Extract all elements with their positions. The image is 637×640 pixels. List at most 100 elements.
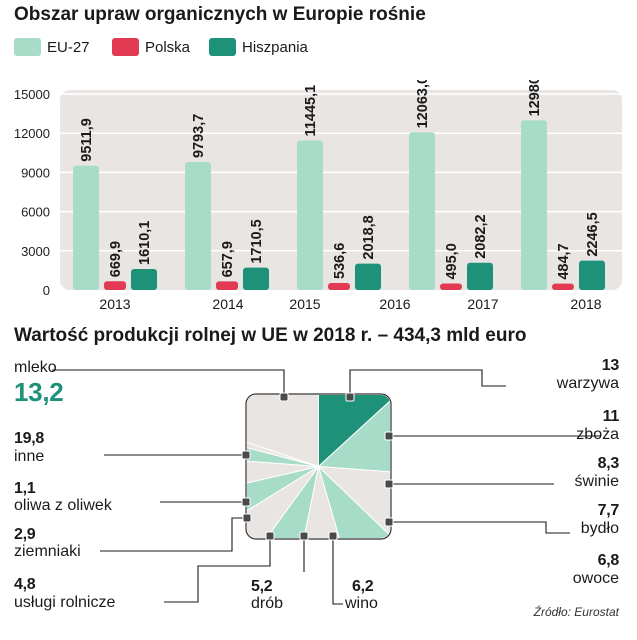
data-label: 11445,1 — [303, 85, 319, 137]
data-label: 2246,5 — [585, 212, 601, 256]
data-label: 2082,2 — [473, 214, 489, 258]
pie-value-zboza: 11 — [602, 408, 620, 425]
pie-label-mleko: mleko — [14, 359, 57, 376]
x-tick-label: 2013 — [99, 296, 130, 312]
y-tick-label: 12000 — [14, 126, 50, 141]
pie-label-wino: wino — [345, 595, 378, 612]
bar-eu27-2015 — [297, 140, 323, 290]
data-label: 12063,0 — [415, 80, 431, 128]
leader-warzywa — [349, 369, 506, 397]
pie-slice-ziemniaki — [247, 425, 319, 467]
y-tick-label: 9000 — [21, 165, 50, 180]
pie-slice-warzywa — [317, 395, 390, 480]
pie-slice-drób — [247, 466, 319, 538]
pie-label-drob: drób — [251, 595, 284, 612]
pie-label-oliwa: oliwa z oliwek — [14, 497, 112, 514]
bar-eu27-2013 — [73, 165, 99, 290]
data-label: 2018,8 — [361, 215, 377, 259]
source-note: Źródło: Eurostat — [533, 605, 619, 619]
leader-wino — [332, 536, 343, 605]
pie-label-owoce: owoce — [572, 570, 619, 587]
pie-label-zboza: zboża — [576, 426, 619, 443]
y-tick-label: 6000 — [21, 205, 50, 220]
pie-label-uslugi: usługi rolnicze — [14, 594, 116, 611]
pie-value-warzywa: 13 — [601, 357, 620, 374]
pie-label-swinie: świnie — [574, 473, 619, 490]
legend-item-eu27: EU-27 — [14, 37, 90, 57]
leader-marker — [299, 531, 309, 541]
x-tick-label: 2014 — [212, 296, 243, 312]
bar-chart-title: Obszar upraw organicznych w Europie rośn… — [14, 4, 426, 25]
data-label: 536,6 — [332, 243, 348, 279]
leader-marker — [384, 517, 394, 527]
pie-value-drob: 5,2 — [251, 578, 273, 595]
pie-value-owoce: 6,8 — [597, 552, 620, 569]
legend-swatch-polska — [112, 38, 139, 56]
bar-eu27-2014 — [185, 162, 211, 290]
data-label: 657,9 — [220, 241, 236, 277]
pie-slices — [247, 395, 390, 538]
leader-marker — [384, 479, 394, 489]
data-label: 9511,9 — [79, 118, 95, 162]
leader-marker — [265, 531, 275, 541]
bar-hiszpania-2015 — [355, 263, 381, 290]
bar-hiszpania-2013 — [131, 268, 157, 290]
pie-value-inne: 19,8 — [14, 430, 44, 447]
data-label: 1610,1 — [137, 221, 153, 265]
legend-label-eu27: EU-27 — [47, 38, 90, 56]
data-label: 484,7 — [556, 243, 572, 279]
data-label: 12980,8 — [527, 80, 543, 116]
pie-value-swinie: 8,3 — [597, 455, 620, 472]
leader-ziemniaki — [100, 517, 247, 552]
leader-marker — [241, 450, 251, 460]
pie-value-mleko: 13,2 — [14, 377, 64, 407]
y-tick-label: 3000 — [21, 244, 50, 259]
x-tick-label: 2015 — [289, 296, 320, 312]
bar-polska-2015 — [328, 282, 350, 290]
bar-polska-2014 — [216, 281, 238, 290]
leader-marker — [345, 392, 355, 402]
pie-label-bydlo: bydło — [580, 520, 619, 537]
bar-polska-2013 — [104, 281, 126, 290]
leader-bydlo — [389, 521, 570, 534]
legend-label-polska: Polska — [145, 38, 191, 56]
pie-slice-oliwa-z-oliwek — [247, 414, 319, 467]
x-tick-label: 2016 — [379, 296, 410, 312]
bar-polska-2016 — [440, 283, 462, 290]
data-label: 669,9 — [108, 241, 124, 277]
bar-hiszpania-2016 — [467, 262, 493, 290]
leader-marker — [241, 497, 251, 507]
pie-slice-zboża — [317, 465, 390, 538]
pie-frame — [245, 393, 392, 540]
bar-polska-2017 — [552, 283, 574, 290]
pie-value-uslugi: 4,8 — [14, 576, 36, 593]
y-tick-label: 15000 — [14, 87, 50, 102]
pie-value-oliwa: 1,1 — [14, 480, 36, 497]
pie-label-ziemniaki: ziemniaki — [14, 543, 81, 560]
pie-label-warzywa: warzywa — [556, 375, 619, 392]
y-tick-label: 0 — [43, 283, 50, 298]
legend-swatch-eu27 — [14, 38, 41, 56]
data-label: 1710,5 — [249, 219, 265, 263]
bar-chart: 0 3000 6000 9000 12000 15000 9511,9 669,9 1610,1… — [14, 80, 622, 312]
pie-slice-wino — [247, 466, 319, 538]
leader-marker — [328, 531, 338, 541]
pie-chart-title: Wartość produkcji rolnej w UE w 2018 r. … — [14, 325, 527, 346]
x-tick-label: 2018 — [570, 296, 601, 312]
leader-marker — [242, 513, 252, 523]
bar-eu27-2016 — [409, 132, 435, 290]
data-label: 9793,7 — [191, 114, 207, 158]
bar-eu27-2017 — [521, 120, 547, 290]
leader-marker — [279, 392, 289, 402]
pie-value-wino: 6,2 — [352, 578, 374, 595]
legend-item-hiszpania: Hiszpania — [209, 37, 308, 57]
leader-mleko — [52, 369, 285, 397]
legend-item-polska: Polska — [112, 37, 190, 57]
bar-hiszpania-2017 — [579, 260, 605, 290]
bar-hiszpania-2014 — [243, 267, 269, 290]
pie-frame-shadow — [247, 395, 390, 538]
data-label: 495,0 — [444, 243, 460, 279]
pie-value-ziemniaki: 2,9 — [14, 526, 36, 543]
legend-label-hiszpania: Hiszpania — [242, 38, 308, 56]
pie-value-bydlo: 7,7 — [597, 502, 620, 519]
